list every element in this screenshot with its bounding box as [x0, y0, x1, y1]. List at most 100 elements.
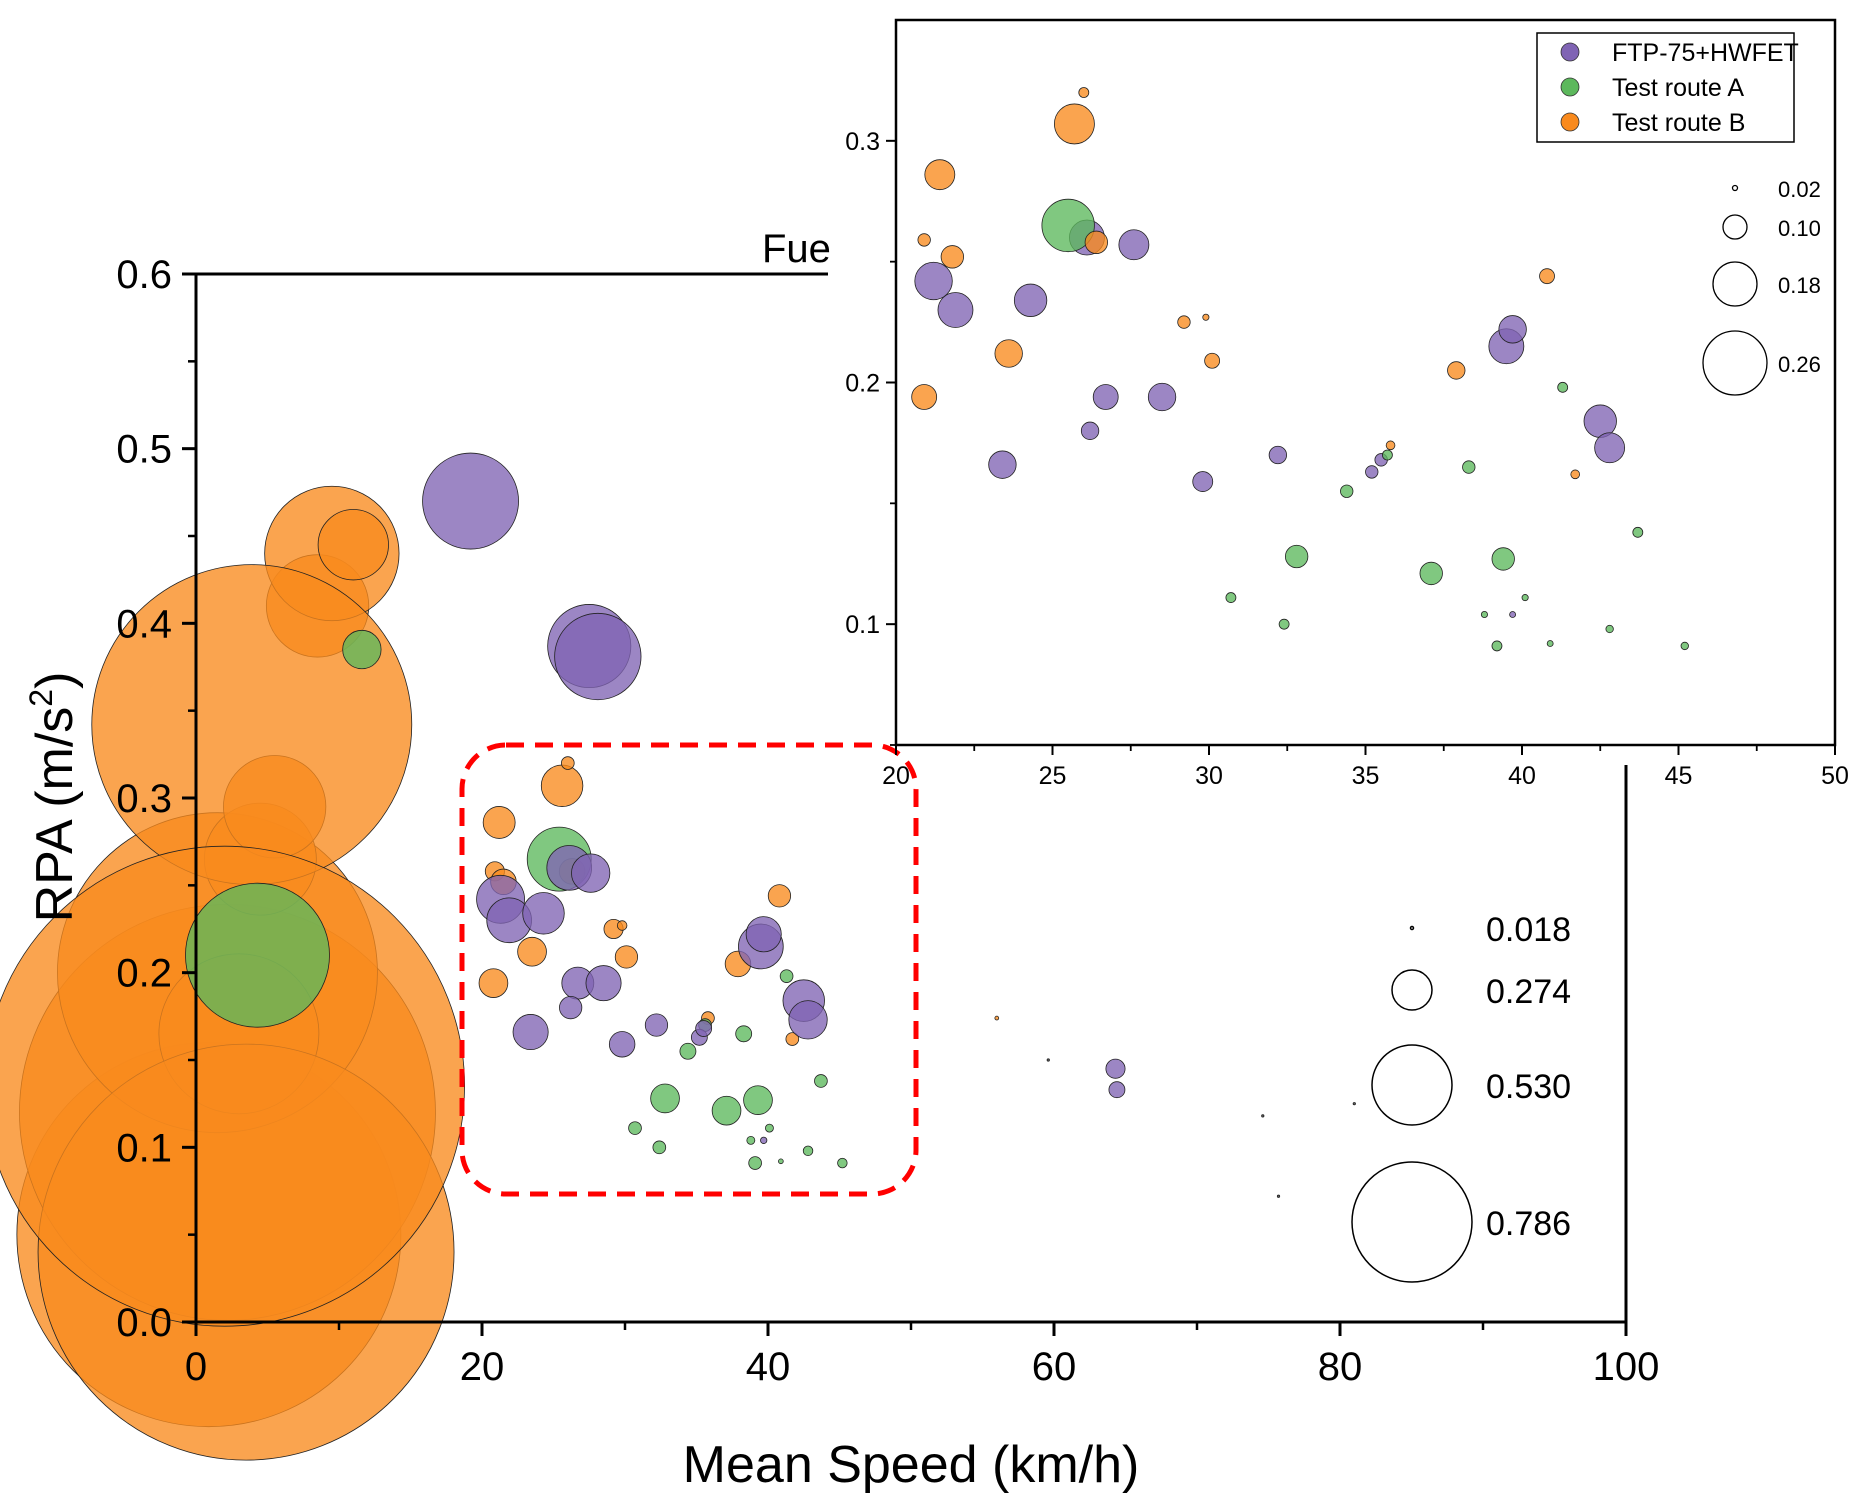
bubble-point [735, 1025, 753, 1043]
bubble-point [1108, 1081, 1126, 1099]
inset-bubble-point [1447, 361, 1466, 380]
y-tick-label: 0.2 [116, 952, 172, 996]
inset-bubble-point [1013, 283, 1048, 317]
bubble-point [478, 968, 509, 998]
bubble-point [540, 764, 584, 807]
inset-bubble-point [1054, 103, 1095, 145]
inset-bubble-point [1278, 618, 1290, 630]
inset-size-legend: 0.02 0.10 0.18 0.26 [1702, 177, 1821, 396]
x-tick-label: 0 [185, 1345, 207, 1389]
inset-bubble-point [1268, 445, 1288, 465]
x-tick-label: 20 [460, 1345, 505, 1389]
bubble-point [679, 1042, 697, 1060]
bubble-point [0, 845, 465, 1327]
x-tick-label: 40 [746, 1345, 791, 1389]
size-legend-label: 0.786 [1486, 1205, 1571, 1243]
size-legend-circle [1351, 1161, 1473, 1283]
y-label-superscript: 2 [23, 689, 59, 707]
inset-bubble-point [1118, 229, 1150, 261]
inset-size-label: 0.10 [1778, 216, 1821, 241]
inset-bubble-point [1539, 268, 1555, 285]
size-legend-circle [1391, 969, 1433, 1011]
inset-x-tick-label: 50 [1821, 762, 1849, 790]
inset-bubble-point [1192, 471, 1214, 492]
main-bubble-layer [0, 452, 1356, 1461]
inset-bubble-point [924, 159, 956, 191]
inset-bubble-point [1340, 484, 1354, 498]
bubble-point [748, 1156, 762, 1170]
inset-bubble-point [988, 450, 1017, 479]
y-tick-label: 0.6 [116, 253, 172, 297]
bubble-point [814, 1074, 828, 1088]
inset-legend-box [1536, 32, 1795, 143]
inset-bubble-point [994, 339, 1023, 368]
bubble-point [571, 853, 611, 893]
bubble-point [628, 1121, 642, 1135]
bubble-point [554, 612, 642, 701]
bubble-point [560, 756, 575, 770]
bubble-point [185, 882, 330, 1028]
bubble-point [608, 1031, 636, 1058]
inset-y-tick-label: 0.1 [845, 611, 880, 639]
inset-y-tick-label: 0.3 [845, 128, 880, 156]
bubble-point [652, 1140, 667, 1155]
inset-bubble-point [1480, 610, 1488, 619]
bubble-point [517, 936, 547, 967]
size-legend-circle [1371, 1044, 1453, 1126]
inset-x-tick-label: 20 [882, 762, 910, 790]
x-tick-label: 100 [1593, 1345, 1660, 1389]
size-legend-label: 0.530 [1486, 1068, 1571, 1106]
inset-bubble-point [937, 292, 974, 328]
bubble-point [616, 920, 628, 931]
inset-series-legend: FTP-75+HWFET Test route A Test route B [1536, 32, 1799, 143]
inset-bubble-point [1570, 469, 1580, 480]
bubble-point [650, 1083, 680, 1114]
inset-x-tick-label: 25 [1039, 762, 1067, 790]
inset-bubble-point [1365, 465, 1379, 479]
legend-marker-route-a [1560, 77, 1580, 97]
inset-y-tick-label: 0.2 [845, 370, 880, 398]
legend-marker-route-b [1560, 112, 1580, 132]
y-tick-label: 0.4 [116, 602, 172, 646]
inset-bubble-point [1680, 641, 1689, 651]
inset-x-tick-label: 40 [1508, 762, 1536, 790]
bubble-point [585, 965, 622, 1002]
inset-bubble-point [1509, 611, 1517, 618]
inset-bubble-point [940, 245, 964, 269]
inset-bubble-point [917, 233, 931, 247]
inset-bubble-point [1498, 315, 1527, 344]
inset-bubble-point [1419, 561, 1443, 586]
bubble-point [422, 452, 519, 550]
bubble-point [1105, 1058, 1126, 1079]
inset-bubble-layer [911, 87, 1689, 652]
inset-bubble-point [1521, 594, 1529, 602]
inset-bubble-point [914, 261, 953, 301]
inset-bubble-point [1491, 640, 1503, 652]
size-legend-circle [1409, 925, 1415, 931]
inset-x-tick-label: 30 [1195, 762, 1223, 790]
bubble-point [342, 629, 382, 670]
inset-bubble-point [1084, 230, 1108, 254]
main-x-axis-label: Mean Speed (km/h) [683, 1436, 1140, 1494]
inset-bubble-point [1462, 460, 1476, 474]
bubble-point [837, 1157, 848, 1169]
inset-bubble-point [1385, 440, 1396, 451]
bubble-point [745, 916, 782, 953]
bubble-point [802, 1145, 814, 1157]
inset-bubble-point [1204, 352, 1221, 369]
bubble-point [1276, 1194, 1281, 1198]
y-label-main: RPA (m/s [26, 707, 84, 923]
inset-bubble-point [1147, 382, 1177, 412]
inset-bubble-point [1177, 315, 1191, 329]
bubble-point [778, 1158, 784, 1165]
zoom-region-box [459, 742, 919, 1197]
inset-bubble-point [1225, 592, 1237, 603]
inset-bubble-point [1546, 640, 1554, 647]
bubble-point [788, 1000, 828, 1040]
inset-bubble-point [1284, 544, 1309, 569]
bubble-point [695, 1020, 713, 1037]
inset-bubble-point [1080, 421, 1100, 440]
inset-bubble-point [1382, 449, 1393, 461]
bubble-point [711, 1095, 742, 1126]
